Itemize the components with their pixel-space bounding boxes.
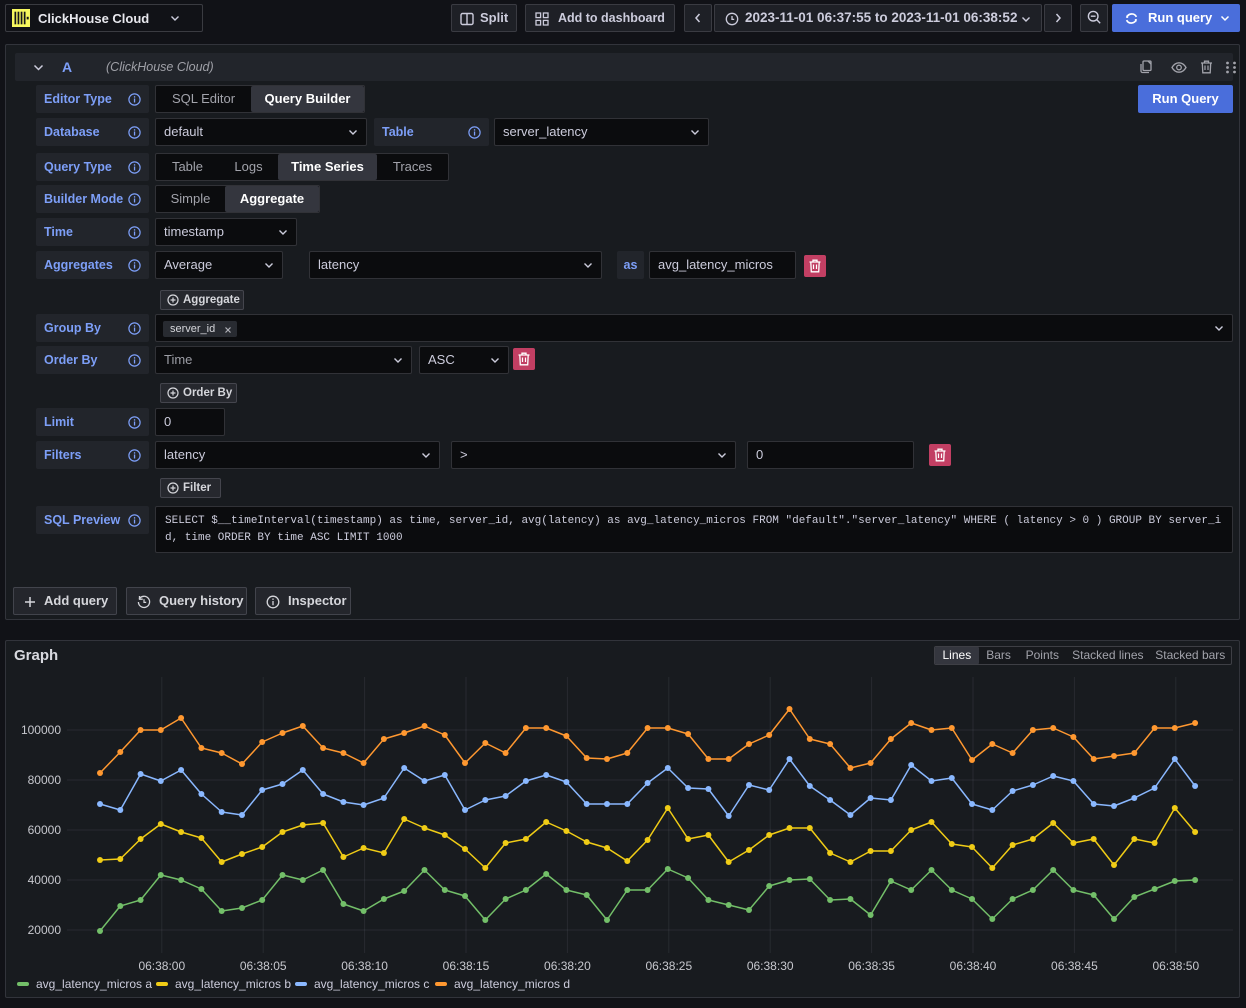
svg-text:06:38:35: 06:38:35 xyxy=(848,959,895,973)
svg-text:06:38:50: 06:38:50 xyxy=(1152,959,1199,973)
svg-text:06:38:45: 06:38:45 xyxy=(1051,959,1098,973)
svg-text:06:38:05: 06:38:05 xyxy=(240,959,287,973)
svg-text:20000: 20000 xyxy=(28,923,62,937)
svg-text:avg_latency_micros a: avg_latency_micros a xyxy=(36,977,152,991)
svg-text:06:38:30: 06:38:30 xyxy=(747,959,794,973)
svg-text:40000: 40000 xyxy=(28,873,62,887)
svg-text:80000: 80000 xyxy=(28,773,62,787)
svg-text:06:38:25: 06:38:25 xyxy=(645,959,692,973)
svg-text:06:38:10: 06:38:10 xyxy=(341,959,388,973)
svg-text:06:38:20: 06:38:20 xyxy=(544,959,591,973)
svg-text:60000: 60000 xyxy=(28,823,62,837)
svg-text:avg_latency_micros c: avg_latency_micros c xyxy=(314,977,429,991)
svg-text:avg_latency_micros d: avg_latency_micros d xyxy=(454,977,570,991)
svg-text:06:38:40: 06:38:40 xyxy=(950,959,997,973)
svg-text:100000: 100000 xyxy=(21,723,61,737)
svg-text:06:38:15: 06:38:15 xyxy=(443,959,490,973)
svg-text:avg_latency_micros b: avg_latency_micros b xyxy=(175,977,291,991)
svg-text:06:38:00: 06:38:00 xyxy=(138,959,185,973)
